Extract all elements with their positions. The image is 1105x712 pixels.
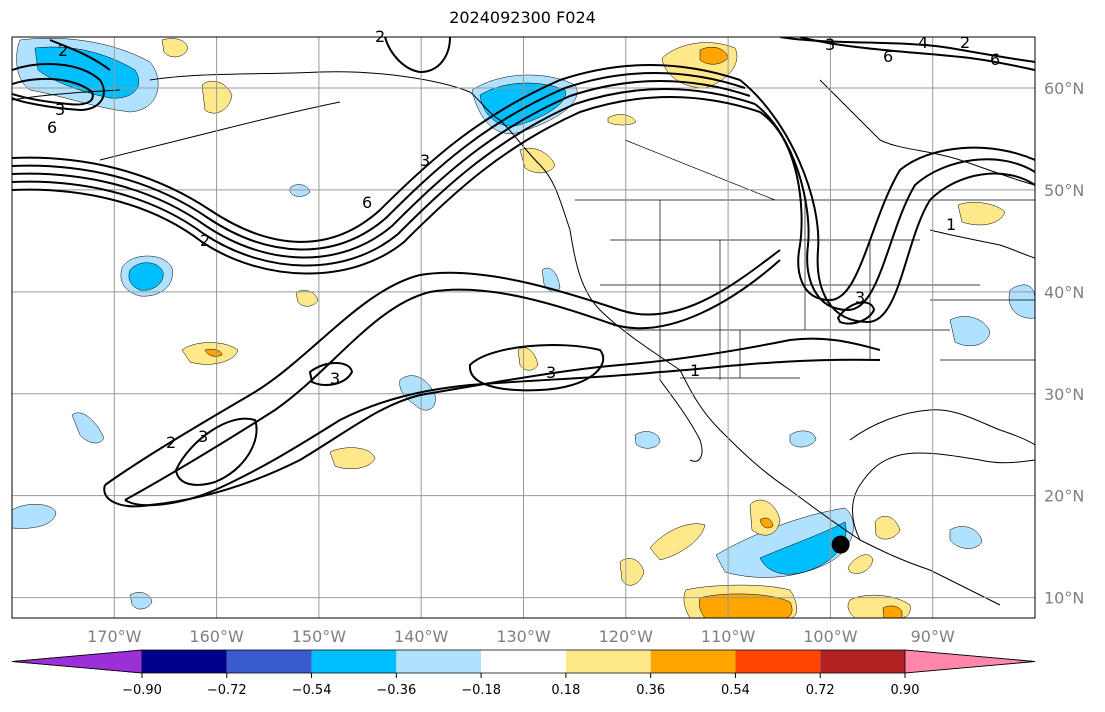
contour-label: 3 — [855, 288, 865, 307]
longitude-label: 170°W — [87, 627, 142, 646]
colorbar-tick-label: 0.54 — [721, 683, 750, 698]
latitude-labels: 10°N 20°N 30°N 40°N 50°N 60°N — [1044, 79, 1084, 608]
colorbar-tick-label: 0.18 — [551, 683, 580, 698]
location-marker — [831, 535, 850, 554]
map-title: 2024092300 F024 — [449, 8, 596, 27]
longitude-label: 110°W — [701, 627, 756, 646]
colorbar-tick-label: −0.90 — [122, 683, 162, 698]
contour-label: 6 — [990, 50, 1000, 69]
coastlines — [12, 71, 1035, 606]
longitude-labels: 170°W 160°W 150°W 140°W 130°W 120°W 110°W 100°W… — [87, 627, 955, 646]
colorbar-segment — [226, 650, 312, 673]
colorbar-segment — [142, 650, 227, 673]
colorbar-segment — [481, 650, 566, 673]
longitude-label: 120°W — [599, 627, 654, 646]
longitude-label: 130°W — [496, 627, 551, 646]
longitude-label: 160°W — [189, 627, 244, 646]
contour-label: 3 — [420, 151, 430, 170]
colorbar-tick-label: −0.36 — [376, 683, 416, 698]
latitude-label: 40°N — [1044, 283, 1084, 302]
map-frame — [11, 36, 1036, 619]
contour-label: 3 — [55, 100, 65, 119]
colorbar-extend-high — [904, 649, 1036, 674]
contour-label: 2 — [166, 433, 176, 452]
contour-label: 2 — [58, 41, 68, 60]
contour-lines — [12, 37, 1035, 508]
map-panel — [12, 37, 1035, 618]
latitude-label: 50°N — [1044, 181, 1084, 200]
contour-label: 6 — [883, 47, 893, 66]
colorbar-segment — [565, 650, 651, 673]
contour-label: 6 — [362, 193, 372, 212]
contour-label: 1 — [946, 215, 956, 234]
colorbar-segment — [650, 650, 736, 673]
contour-label: 2 — [200, 231, 210, 250]
colorbar: −0.90 −0.72 −0.54 −0.36 −0.18 0.18 0.36 0.54 0.7… — [11, 649, 1036, 698]
contour-label: 4 — [918, 33, 928, 52]
longitude-label: 100°W — [803, 627, 858, 646]
contour-labels: 2 3 6 2 6 3 2 2 3 3 3 1 3 2 4 6 6 1 3 — [47, 27, 1000, 452]
contour-label: 1 — [690, 361, 700, 380]
colorbar-tick-label: 0.72 — [806, 683, 835, 698]
colorbar-tick-label: −0.72 — [207, 683, 247, 698]
contour-label: 3 — [546, 363, 556, 382]
negative-anomaly-patches — [12, 37, 1035, 610]
colorbar-tick-label: −0.54 — [292, 683, 332, 698]
longitude-label: 140°W — [394, 627, 449, 646]
colorbar-tick-label: 0.90 — [891, 683, 920, 698]
gridlines — [12, 37, 1035, 618]
colorbar-segment — [820, 650, 905, 673]
longitude-label: 90°W — [911, 627, 955, 646]
latitude-label: 60°N — [1044, 79, 1084, 98]
contour-label: 3 — [825, 35, 835, 54]
colorbar-tick-label: −0.18 — [461, 683, 501, 698]
contour-label: 3 — [330, 369, 340, 388]
colorbar-extend-low — [11, 649, 143, 674]
contour-label: 2 — [960, 33, 970, 52]
contour-label: 6 — [47, 118, 57, 137]
longitude-label: 150°W — [292, 627, 347, 646]
colorbar-segment — [735, 650, 821, 673]
contour-label: 3 — [198, 427, 208, 446]
colorbar-segment — [311, 650, 397, 673]
colorbar-segment — [396, 650, 482, 673]
colorbar-tick-label: 0.36 — [636, 683, 665, 698]
latitude-label: 10°N — [1044, 589, 1084, 608]
latitude-label: 20°N — [1044, 487, 1084, 506]
latitude-label: 30°N — [1044, 385, 1084, 404]
